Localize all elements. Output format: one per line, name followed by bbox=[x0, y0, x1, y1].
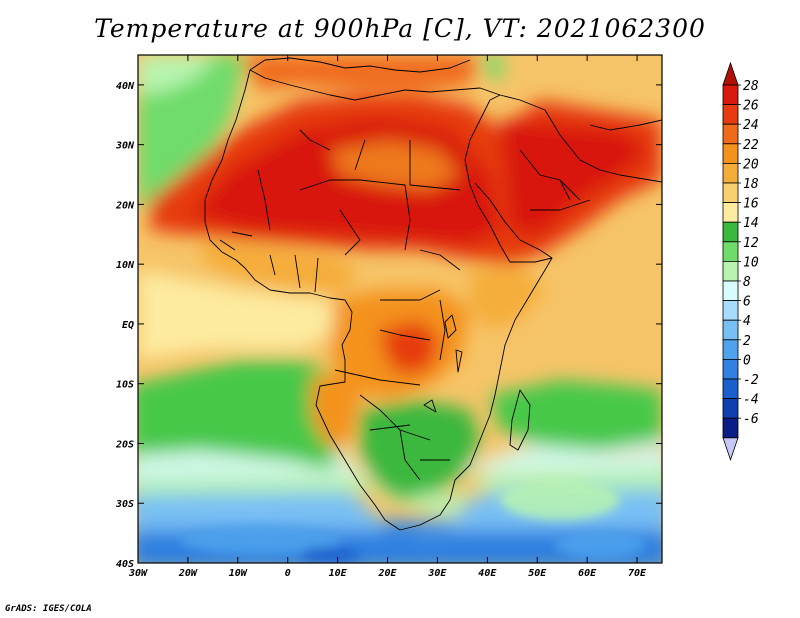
lon-tick-label: 70E bbox=[628, 568, 647, 579]
lon-tick-label: 50E bbox=[528, 568, 547, 579]
colorbar-label: 0 bbox=[743, 353, 751, 368]
lat-tick-label: 30S bbox=[115, 499, 134, 510]
lat-tick-label: 30N bbox=[115, 141, 135, 152]
colorbar-swatch bbox=[722, 398, 739, 419]
lon-tick-label: 10W bbox=[229, 568, 248, 579]
grads-credit: GrADS: IGES/COLA bbox=[5, 604, 92, 614]
colorbar-swatch bbox=[722, 123, 739, 145]
colorbar-label: 6 bbox=[743, 295, 751, 310]
colorbar-label: 18 bbox=[743, 177, 759, 192]
colorbar-swatch bbox=[722, 182, 739, 204]
lat-tick-label: EQ bbox=[122, 320, 134, 331]
map-frame bbox=[137, 54, 663, 564]
colorbar-label: -2 bbox=[743, 373, 759, 388]
lon-tick-label: 10E bbox=[329, 568, 348, 579]
colorbar-swatch bbox=[722, 260, 739, 282]
colorbar-swatch bbox=[722, 358, 739, 380]
colorbar-label: 12 bbox=[743, 236, 759, 251]
lat-tick-label: 10S bbox=[116, 380, 134, 391]
colorbar-label: 24 bbox=[743, 118, 759, 133]
coastlines bbox=[204, 57, 662, 531]
lon-tick-label: 30W bbox=[128, 568, 148, 579]
lat-tick-label: 20N bbox=[115, 200, 135, 211]
lon-tick-label: 20E bbox=[377, 568, 397, 579]
longitude-ticks: 30W 20W 10W 0 10E 20E 30E 40E 50E 60E 70E bbox=[128, 55, 647, 579]
colorbar-swatch bbox=[722, 221, 739, 243]
colorbar-label: 14 bbox=[743, 216, 759, 231]
temperature-field bbox=[138, 55, 662, 563]
lon-tick-label: 30E bbox=[427, 568, 447, 579]
lon-tick-label: 20W bbox=[178, 568, 198, 579]
lon-tick-label: 60E bbox=[578, 568, 597, 579]
colorbar-swatch bbox=[722, 104, 739, 125]
colorbar-label: -4 bbox=[743, 393, 759, 408]
colorbar-label: 16 bbox=[743, 197, 759, 212]
lon-tick-label: 40E bbox=[478, 568, 497, 579]
colorbar-label: 4 bbox=[743, 314, 751, 329]
colorbar-label: 2 bbox=[743, 334, 751, 349]
colorbar-label: 22 bbox=[743, 138, 759, 153]
colorbar-label: -6 bbox=[743, 412, 759, 427]
colorbar-top-arrow bbox=[722, 61, 739, 86]
lat-tick-label: 40S bbox=[116, 559, 134, 570]
colorbar-swatch bbox=[722, 339, 739, 360]
colorbar-label: 8 bbox=[743, 275, 751, 290]
colorbar-label: 26 bbox=[743, 99, 759, 114]
colorbar-label: 10 bbox=[743, 255, 759, 270]
colorbar-swatch bbox=[722, 162, 739, 184]
colorbar-swatch bbox=[722, 417, 739, 439]
map-title: Temperature at 900hPa [C], VT: 202106230… bbox=[94, 14, 706, 43]
colorbar-swatch bbox=[722, 84, 739, 106]
lat-tick-label: 40N bbox=[116, 81, 135, 92]
lat-tick-label: 10N bbox=[116, 260, 135, 271]
colorbar-swatch bbox=[722, 319, 739, 341]
colorbar-swatch bbox=[722, 143, 739, 164]
latitude-ticks: 40N 30N 20N 10N EQ 10S 20S 30S 40S bbox=[115, 81, 662, 570]
colorbar-swatch bbox=[722, 202, 739, 223]
colorbar-swatch bbox=[722, 300, 739, 321]
colorbar-label: 20 bbox=[743, 157, 759, 172]
colorbar-swatch bbox=[722, 378, 739, 400]
lat-tick-label: 20S bbox=[115, 439, 134, 450]
colorbar-label: 28 bbox=[743, 79, 759, 94]
colorbar-bottom-arrow bbox=[722, 437, 739, 462]
lon-tick-label: 0 bbox=[285, 568, 291, 579]
colorbar-swatch bbox=[722, 241, 739, 262]
colorbar-swatch bbox=[722, 280, 739, 302]
